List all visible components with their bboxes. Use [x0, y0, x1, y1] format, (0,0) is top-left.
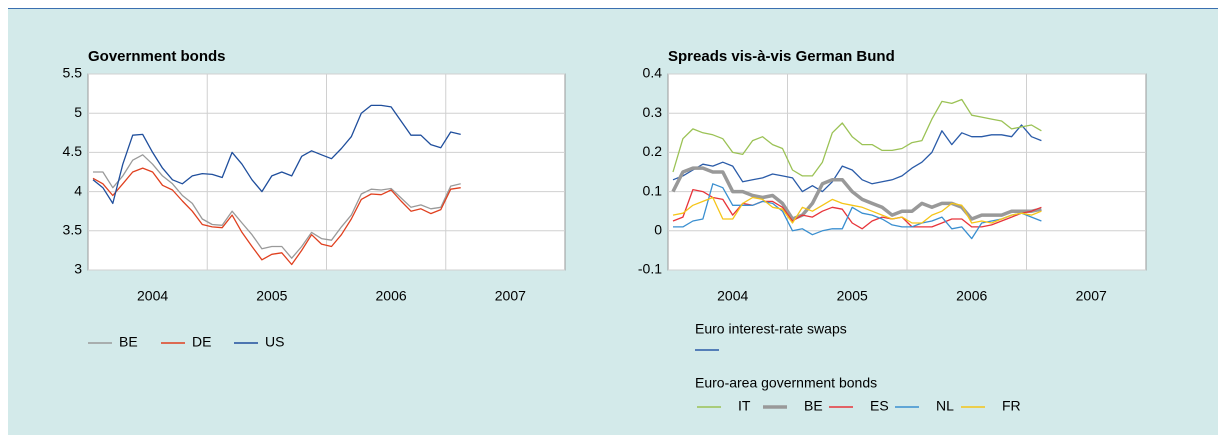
series-line — [672, 124, 1042, 193]
y-tick-label: 3 — [74, 261, 82, 277]
y-tick-label: 0 — [654, 222, 662, 238]
legend-label: Euro interest-rate swaps — [695, 321, 847, 337]
y-tick-label: 5 — [74, 104, 82, 120]
x-tick-label: 2006 — [956, 288, 987, 304]
y-tick-label: 0.1 — [643, 182, 663, 198]
legend-label: IT — [738, 398, 751, 414]
y-tick-label: -0.1 — [638, 261, 662, 277]
x-tick-label: 2005 — [837, 288, 868, 304]
y-tick-label: 4 — [74, 182, 82, 198]
y-tick-label: 4.5 — [63, 143, 83, 159]
legend-title: Euro-area government bonds — [695, 375, 877, 391]
series-line — [672, 98, 1042, 177]
chart-title: Spreads vis-à-vis German Bund — [668, 48, 895, 65]
x-tick-label: 2007 — [1076, 288, 1107, 304]
x-tick-label: 2005 — [256, 288, 287, 304]
x-tick-label: 2006 — [376, 288, 407, 304]
x-tick-label: 2004 — [137, 288, 168, 304]
series-line — [672, 196, 1042, 224]
series-line — [671, 166, 1042, 221]
series-line — [92, 104, 461, 205]
x-tick-label: 2007 — [495, 288, 526, 304]
legend-label: BE — [804, 398, 823, 414]
legend-label: BE — [119, 334, 138, 350]
legend-label: FR — [1002, 398, 1021, 414]
x-tick-label: 2004 — [717, 288, 748, 304]
y-tick-label: 0.3 — [643, 104, 663, 120]
legend-label: US — [265, 334, 284, 350]
legend-label: DE — [192, 334, 211, 350]
y-tick-label: 0.4 — [643, 65, 663, 81]
y-tick-label: 0.2 — [643, 143, 663, 159]
series-line — [673, 183, 1042, 240]
series-line — [672, 188, 1042, 230]
legend-label: ES — [870, 398, 889, 414]
y-tick-label: 5.5 — [63, 65, 83, 81]
chart-title: Government bonds — [88, 48, 226, 65]
series-line — [93, 154, 461, 259]
legend-label: NL — [936, 398, 954, 414]
series-line — [92, 167, 461, 266]
y-tick-label: 3.5 — [63, 222, 83, 238]
